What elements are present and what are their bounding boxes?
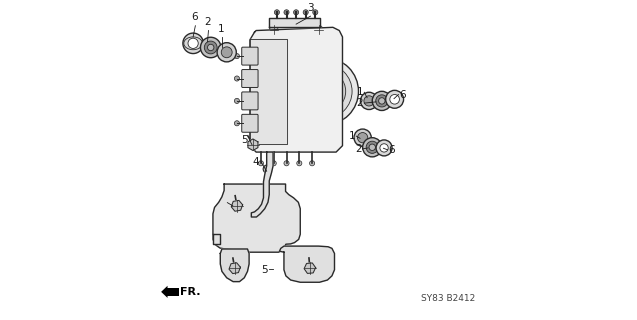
Circle shape: [366, 141, 378, 153]
Text: 6: 6: [388, 145, 395, 155]
Circle shape: [361, 92, 378, 109]
Circle shape: [313, 10, 318, 15]
Text: 1: 1: [357, 87, 363, 97]
Circle shape: [269, 25, 278, 34]
Text: 1: 1: [348, 131, 355, 141]
Circle shape: [234, 98, 240, 103]
Circle shape: [312, 78, 338, 104]
Circle shape: [369, 144, 375, 150]
FancyBboxPatch shape: [241, 47, 258, 65]
FancyBboxPatch shape: [241, 69, 258, 87]
Polygon shape: [269, 18, 320, 27]
Circle shape: [314, 25, 323, 34]
Text: 6: 6: [191, 12, 197, 22]
Circle shape: [362, 138, 382, 157]
Circle shape: [229, 264, 240, 276]
Circle shape: [319, 85, 331, 97]
Circle shape: [310, 161, 315, 166]
Circle shape: [354, 129, 371, 146]
Polygon shape: [231, 200, 243, 211]
Circle shape: [221, 47, 232, 58]
Circle shape: [364, 96, 374, 106]
Circle shape: [303, 10, 308, 15]
Circle shape: [188, 38, 198, 48]
Circle shape: [357, 132, 368, 143]
Polygon shape: [252, 152, 273, 217]
Circle shape: [208, 44, 214, 51]
FancyBboxPatch shape: [241, 92, 258, 110]
Circle shape: [183, 33, 203, 53]
Polygon shape: [248, 139, 258, 150]
Text: SY83 B2412: SY83 B2412: [421, 294, 475, 303]
Circle shape: [284, 10, 289, 15]
Polygon shape: [280, 246, 334, 282]
Circle shape: [297, 64, 352, 118]
Polygon shape: [250, 38, 287, 144]
Circle shape: [271, 161, 276, 166]
Circle shape: [234, 121, 240, 126]
Circle shape: [217, 43, 236, 62]
Circle shape: [267, 210, 287, 230]
Text: 4: 4: [253, 157, 259, 167]
Circle shape: [376, 140, 392, 156]
Circle shape: [380, 144, 388, 152]
Polygon shape: [229, 263, 240, 274]
Text: 5: 5: [219, 198, 225, 208]
Text: 6: 6: [399, 90, 406, 100]
Polygon shape: [220, 249, 249, 282]
FancyBboxPatch shape: [241, 114, 258, 132]
Text: 5: 5: [241, 135, 248, 145]
Circle shape: [234, 53, 240, 59]
Circle shape: [385, 90, 404, 108]
Circle shape: [294, 10, 299, 15]
Text: 2: 2: [355, 144, 362, 154]
Circle shape: [204, 41, 217, 54]
Polygon shape: [250, 27, 343, 152]
Polygon shape: [304, 263, 315, 273]
Circle shape: [259, 161, 264, 166]
Circle shape: [227, 210, 248, 230]
Circle shape: [201, 37, 221, 58]
Circle shape: [376, 95, 388, 107]
Circle shape: [275, 10, 280, 15]
Circle shape: [378, 98, 385, 104]
Polygon shape: [213, 184, 300, 252]
Circle shape: [372, 91, 391, 110]
Text: FR.: FR.: [180, 287, 201, 297]
Circle shape: [263, 165, 271, 173]
Text: 2: 2: [204, 17, 211, 27]
Circle shape: [291, 58, 359, 125]
Polygon shape: [213, 234, 220, 244]
Circle shape: [390, 94, 399, 104]
Circle shape: [284, 161, 289, 166]
Text: 5: 5: [261, 265, 268, 275]
Polygon shape: [161, 286, 168, 298]
Circle shape: [234, 76, 240, 81]
Polygon shape: [166, 288, 179, 296]
Text: 2: 2: [357, 98, 363, 108]
Circle shape: [304, 264, 315, 276]
Circle shape: [304, 70, 346, 112]
Text: 1: 1: [218, 24, 225, 34]
Circle shape: [297, 161, 302, 166]
Text: 3: 3: [307, 3, 314, 13]
